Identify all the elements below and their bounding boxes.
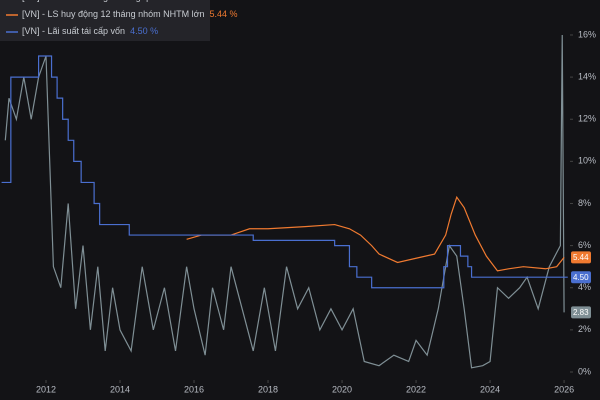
series-line: [4, 34, 565, 369]
x-tick-label: 2024: [480, 384, 500, 394]
y-tick-label: 10%: [578, 156, 596, 166]
legend-name: [VN] - Lãi suất tái cấp vốn: [22, 26, 125, 36]
y-tick-label: 0%: [578, 366, 591, 376]
legend-label: [VN] - LS huy động 12 tháng nhóm NHTM lớ…: [22, 9, 238, 19]
last-value-label: 4.50: [573, 273, 589, 282]
x-tick-label: 2026: [554, 384, 574, 394]
legend-label: [VN] - Lãi suất liên ngân hàng qua đêm 2.…: [22, 0, 211, 2]
legend-label: [VN] - Lãi suất tái cấp vốn 4.50 %: [22, 26, 158, 36]
legend: [VN] - Lãi suất liên ngân hàng qua đêm 2.…: [6, 0, 238, 36]
legend-box: [0, 0, 210, 41]
last-value-box: [571, 271, 591, 284]
y-tick-label: 12%: [578, 114, 596, 124]
legend-value: 5.44 %: [210, 9, 238, 19]
y-tick-label: 14%: [578, 71, 596, 81]
y-tick-label: 4%: [578, 282, 591, 292]
x-tick-label: 2016: [184, 384, 204, 394]
last-value-label: 2.83: [573, 308, 589, 317]
x-tick-label: 2012: [36, 384, 56, 394]
series-line: [186, 195, 565, 272]
x-tick-label: 2022: [406, 384, 426, 394]
series-line: [1, 55, 568, 289]
plot: 0% 2% 4% 6% 8% 10% 12% 14% 16% 2012 2014 2016 2018 20…: [1, 29, 596, 394]
legend-value: 4.50 %: [130, 26, 158, 36]
last-value-box: [571, 251, 591, 264]
last-value-label: 5.44: [573, 253, 589, 262]
x-tick-label: 2018: [258, 384, 278, 394]
x-tick-label: 2020: [332, 384, 352, 394]
legend-value: 2.83 %: [183, 0, 211, 2]
x-tick-label: 2014: [110, 384, 130, 394]
y-tick-label: 8%: [578, 198, 591, 208]
y-tick-label: 2%: [578, 324, 591, 334]
y-tick-label: 6%: [578, 240, 591, 250]
y-tick-label: 16%: [578, 29, 596, 39]
legend-name: [VN] - LS huy động 12 tháng nhóm NHTM lớ…: [22, 9, 205, 19]
last-value-box: [571, 306, 591, 319]
legend-name: [VN] - Lãi suất liên ngân hàng qua đêm: [22, 0, 178, 2]
